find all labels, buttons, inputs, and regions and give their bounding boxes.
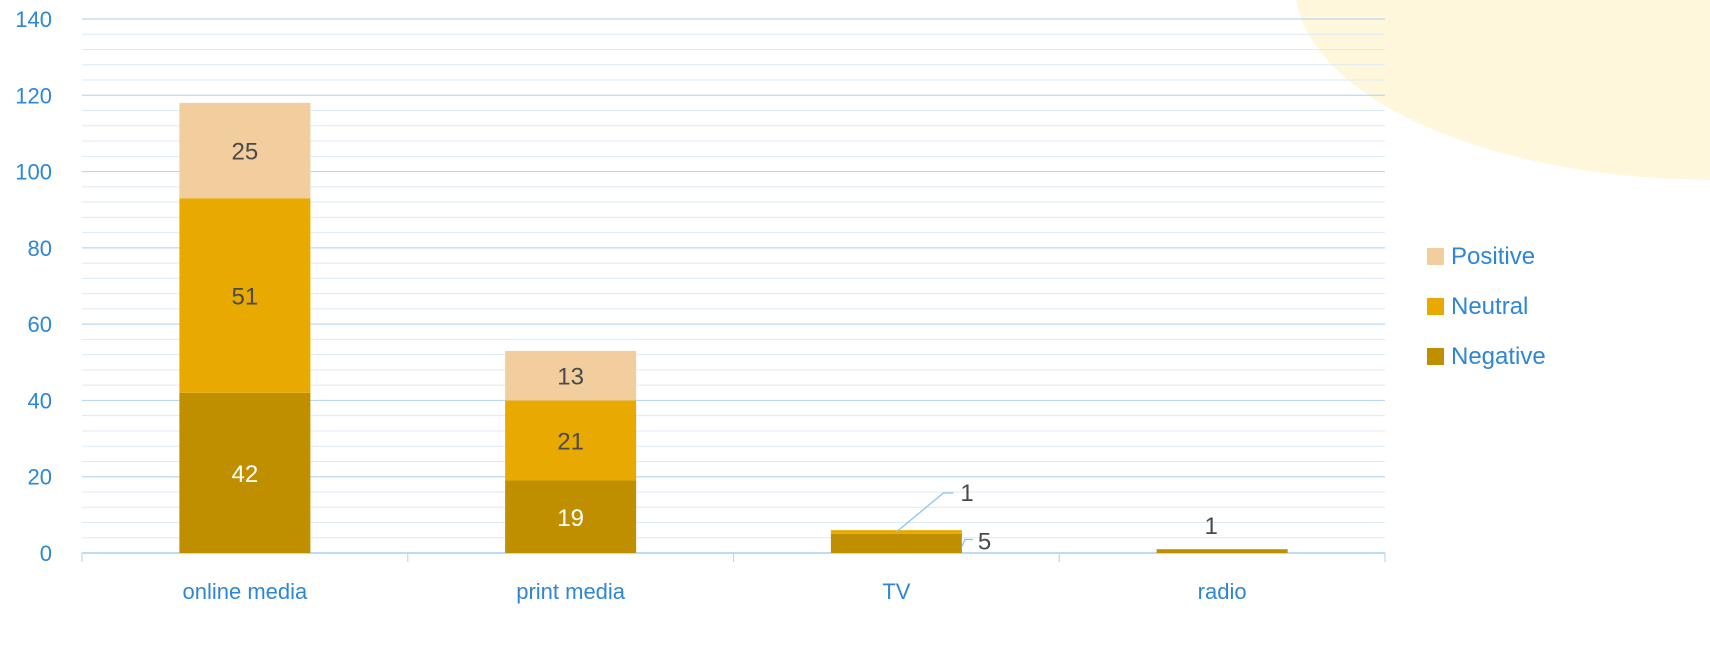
legend-swatch-neutral	[1427, 298, 1444, 315]
legend-label-negative: Negative	[1451, 343, 1546, 370]
y-tick-label: 80	[28, 236, 52, 261]
y-tick-label: 60	[28, 312, 52, 337]
data-label-neutral: 21	[557, 428, 584, 455]
y-tick-label: 140	[15, 7, 52, 32]
x-axis: online media print media TV radio	[81, 553, 1386, 604]
y-tick-label: 0	[40, 541, 52, 566]
data-label-neutral: 51	[232, 284, 259, 311]
bar-negative	[179, 392, 311, 553]
x-tick-label: TV	[882, 579, 910, 604]
data-label-negative: 42	[232, 461, 259, 488]
leader-line	[961, 538, 973, 547]
y-tick-label: 120	[15, 83, 52, 108]
background-decor-circle	[1296, 0, 1710, 180]
legend-label-neutral: Neutral	[1451, 293, 1528, 320]
legend-swatch-positive	[1427, 248, 1444, 265]
data-label-positive: 25	[232, 139, 259, 166]
legend-label-positive: Positive	[1451, 243, 1535, 270]
bar-negative	[505, 480, 637, 553]
y-tick-label: 20	[28, 465, 52, 490]
data-label-negative: 1	[1204, 513, 1217, 540]
y-tick-label: 40	[28, 388, 52, 413]
x-tick-label: print media	[516, 579, 626, 604]
y-tick-label: 100	[15, 160, 52, 185]
y-axis: 0 20 40 60 80 100 120 140	[15, 7, 52, 566]
bars	[179, 102, 1288, 553]
x-tick-label: online media	[183, 579, 309, 604]
bar-positive	[505, 350, 637, 401]
bar-negative	[1156, 549, 1288, 553]
legend-swatch-negative	[1427, 348, 1444, 365]
bar-neutral	[179, 198, 311, 393]
data-label-negative: 5	[978, 528, 991, 555]
bar-positive	[179, 102, 311, 199]
bar-neutral	[505, 400, 637, 481]
legend: Positive Neutral Negative	[1427, 243, 1546, 370]
leader-line	[895, 492, 954, 533]
bar-negative	[830, 533, 962, 553]
data-label-positive: 13	[557, 364, 584, 391]
data-label-negative: 19	[557, 505, 584, 532]
data-label-neutral: 1	[960, 480, 973, 507]
x-tick-label: radio	[1198, 579, 1247, 604]
